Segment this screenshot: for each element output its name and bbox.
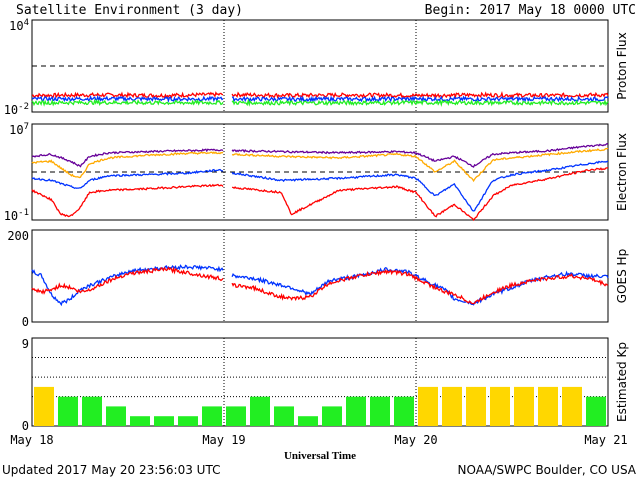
- goes-hp-label: GOES Hp: [615, 249, 629, 303]
- electron-bottom-tick: 10-1: [4, 208, 29, 223]
- kp-bar-5: [154, 416, 174, 426]
- kp-bar-3: [106, 406, 126, 426]
- kp-bar-10: [274, 406, 294, 426]
- begin-time: Begin: 2017 May 18 0000 UTC: [425, 3, 636, 18]
- kp-bar-18: [466, 386, 486, 426]
- x-tick-may-18: May 18: [10, 433, 53, 447]
- x-tick-may-21: May 21: [584, 433, 627, 447]
- series-electron-flux-blue: [31, 160, 609, 212]
- kp-bar-13: [346, 396, 366, 426]
- kp-bar-20: [514, 386, 534, 426]
- kp-bar-17: [442, 386, 462, 426]
- hp-bottom-tick: 0: [22, 315, 29, 329]
- series-electron-flux-orange: [31, 147, 609, 183]
- estimated-kp-label: Estimated Kp: [615, 342, 629, 422]
- series-electron-flux-purple: [31, 142, 609, 168]
- kp-bar-22: [562, 386, 582, 426]
- kp-bar-8: [226, 406, 246, 426]
- proton-bottom-tick: 10-2: [4, 102, 29, 117]
- kp-bottom-tick: 0: [22, 419, 29, 433]
- x-tick-may-19: May 19: [202, 433, 245, 447]
- kp-bar-14: [370, 396, 390, 426]
- kp-bar-19: [490, 386, 510, 426]
- chart-marks: [31, 20, 609, 426]
- kp-bar-23: [586, 396, 606, 426]
- kp-bar-1: [58, 396, 78, 426]
- goes-hp-panel: [31, 229, 609, 323]
- kp-bar-15: [394, 396, 414, 426]
- series-electron-flux-red: [31, 167, 608, 222]
- credit: NOAA/SWPC Boulder, CO USA: [458, 463, 637, 477]
- series-proton-flux-red: [31, 91, 609, 99]
- kp-bar-21: [538, 386, 558, 426]
- proton-flux-label: Proton Flux: [615, 32, 629, 99]
- kp-bar-9: [250, 396, 270, 426]
- series-proton-flux-green: [31, 98, 609, 108]
- kp-top-tick: 9: [22, 337, 29, 351]
- kp-bar-11: [298, 416, 318, 426]
- kp-bar-16: [418, 386, 438, 426]
- series-goes-hp-red: [31, 266, 609, 305]
- kp-bar-0: [34, 386, 54, 426]
- proton-top-tick: 104: [9, 18, 29, 33]
- kp-bar-4: [130, 416, 150, 426]
- kp-bar-12: [322, 406, 342, 426]
- updated-time: Updated 2017 May 20 23:56:03 UTC: [2, 463, 220, 477]
- electron-flux-label: Electron Flux: [615, 133, 629, 211]
- chart-title: Satellite Environment (3 day): [16, 3, 243, 18]
- kp-bar-6: [178, 416, 198, 426]
- kp-bar-2: [82, 396, 102, 426]
- series-proton-flux-blue: [31, 94, 609, 104]
- x-axis-label: Universal Time: [284, 450, 356, 462]
- x-tick-may-20: May 20: [394, 433, 437, 447]
- kp-bar-7: [202, 406, 222, 426]
- hp-top-tick: 200: [7, 229, 29, 243]
- electron-top-tick: 107: [9, 122, 29, 137]
